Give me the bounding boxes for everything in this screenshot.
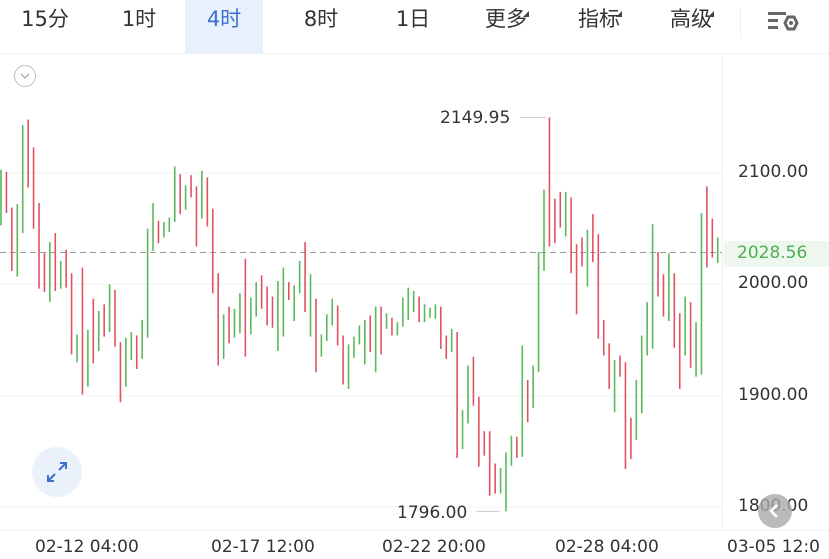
max-price-annotation: 2149.95 [440, 108, 511, 128]
x-tick-label: 02-17 12:00 [211, 537, 315, 557]
tab-label: 8时 [303, 7, 339, 31]
tab-0[interactable]: 15分 [0, 0, 90, 53]
tab-label: 1日 [395, 7, 431, 31]
chevron-left-icon[interactable] [758, 494, 792, 528]
expand-icon[interactable] [32, 447, 82, 497]
price-axis-divider [722, 54, 723, 530]
min-price-annotation: 1796.00 [397, 503, 468, 523]
tab-2[interactable]: 4时 [185, 0, 263, 53]
tab-1[interactable]: 1时 [95, 0, 183, 53]
timeframe-toolbar: 15分 1时 4时 8时 1日 更多 指标 高级 [0, 0, 829, 54]
toolbar-divider [740, 8, 741, 38]
chart-settings-icon[interactable] [766, 8, 800, 36]
current-price-value: 2028.56 [737, 243, 808, 263]
tab-4[interactable]: 1日 [370, 0, 456, 53]
tab-label: 1时 [121, 7, 157, 31]
tab-3[interactable]: 8时 [278, 0, 364, 53]
current-price-label: 2028.56 [724, 241, 829, 267]
dropdown-triangle-icon [616, 11, 622, 17]
tab-5[interactable]: 更多 [463, 0, 549, 53]
y-tick-label: 2100.00 [738, 162, 809, 182]
tab-label: 15分 [21, 7, 69, 31]
tab-label: 高级 [670, 7, 714, 31]
time-axis-divider [0, 530, 829, 531]
x-tick-label: 02-22 20:00 [382, 537, 486, 557]
x-tick-label: 03-05 12:0 [727, 537, 820, 557]
chevron-down-circle-icon[interactable] [14, 65, 36, 87]
tab-label: 4时 [206, 7, 242, 31]
y-tick-label: 2000.00 [738, 273, 809, 294]
tab-7[interactable]: 高级 [648, 0, 734, 53]
x-tick-label: 02-12 04:00 [35, 537, 139, 557]
ohlc-chart[interactable] [0, 54, 722, 530]
dropdown-triangle-icon [523, 11, 529, 17]
dropdown-triangle-icon [708, 11, 714, 17]
y-tick-label: 1900.00 [738, 384, 809, 405]
tab-6[interactable]: 指标 [556, 0, 642, 53]
x-tick-label: 02-28 04:00 [555, 537, 659, 557]
tab-label: 指标 [578, 7, 622, 31]
tab-label: 更多 [485, 7, 529, 31]
